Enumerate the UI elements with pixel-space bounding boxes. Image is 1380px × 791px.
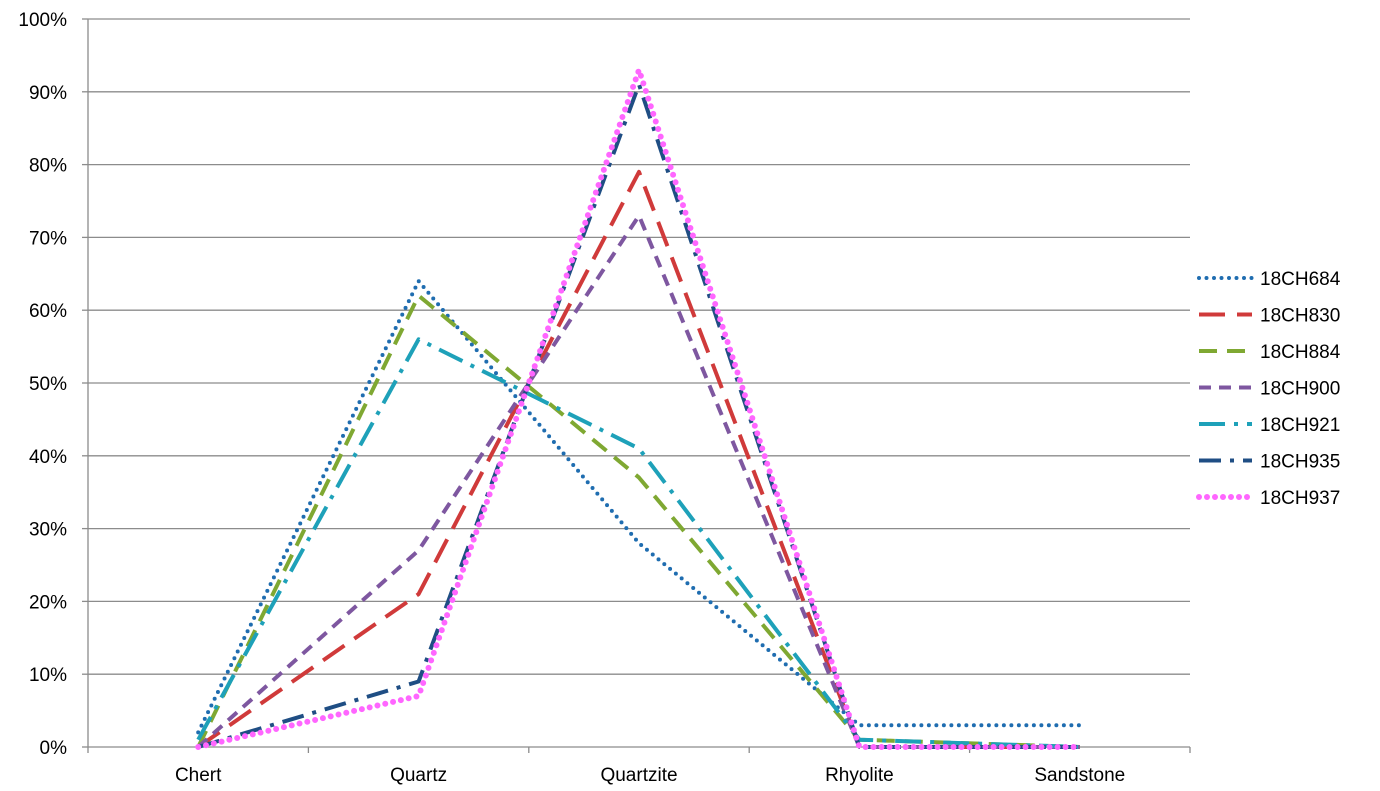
series-lines — [195, 67, 1083, 750]
series-line-18CH884 — [196, 293, 1080, 749]
y-axis-tick-labels: 0% 10% 20% 30% 40% 50% 60% 70% 80% 90% 100% — [18, 10, 67, 759]
legend-item: 18CH937 — [1196, 488, 1340, 509]
legend-item: 18CH830 — [1199, 306, 1340, 327]
x-tick-label: Quartz — [390, 765, 447, 786]
legend-label: 18CH921 — [1260, 415, 1340, 436]
y-tick-label: 60% — [29, 301, 67, 322]
y-tick-label: 10% — [29, 665, 67, 686]
x-tick-label: Chert — [175, 765, 222, 786]
series-line-18CH921 — [196, 337, 1080, 749]
y-tick-label: 100% — [18, 10, 67, 31]
x-tick-label: Sandstone — [1034, 765, 1125, 786]
y-tick-label: 30% — [29, 520, 67, 541]
legend-label: 18CH935 — [1260, 452, 1340, 473]
x-tick-label: Rhyolite — [825, 765, 894, 786]
y-tick-label: 80% — [29, 156, 67, 177]
y-tick-label: 70% — [29, 228, 67, 249]
y-tick-label: 40% — [29, 447, 67, 468]
legend-label: 18CH684 — [1260, 269, 1341, 290]
x-axis: Chert Quartz Quartzite Rhyolite Sandstone — [82, 18, 1191, 786]
legend-item: 18CH884 — [1199, 342, 1341, 363]
x-tick-label: Quartzite — [600, 765, 677, 786]
gridlines — [88, 18, 1190, 675]
series-line-18CH900 — [196, 213, 1080, 749]
legend-item: 18CH684 — [1197, 269, 1341, 290]
y-tick-label: 90% — [29, 83, 67, 104]
legend-label: 18CH900 — [1260, 379, 1340, 400]
legend: 18CH684 18CH830 18CH884 18CH900 18CH921 18CH9… — [1196, 269, 1341, 509]
series-line-18CH830 — [197, 169, 1080, 749]
y-tick-label: 50% — [29, 374, 67, 395]
legend-label: 18CH937 — [1260, 488, 1340, 509]
legend-label: 18CH884 — [1260, 342, 1341, 363]
series-line-18CH935 — [197, 82, 1080, 749]
series-line-18CH937 — [195, 67, 1083, 750]
legend-item: 18CH921 — [1199, 415, 1340, 436]
y-tick-label: 20% — [29, 592, 67, 613]
legend-item: 18CH935 — [1199, 452, 1340, 473]
legend-item: 18CH900 — [1199, 379, 1340, 400]
y-tick-label: 0% — [40, 738, 68, 759]
legend-label: 18CH830 — [1260, 306, 1340, 327]
series-line-18CH684 — [196, 279, 1082, 735]
